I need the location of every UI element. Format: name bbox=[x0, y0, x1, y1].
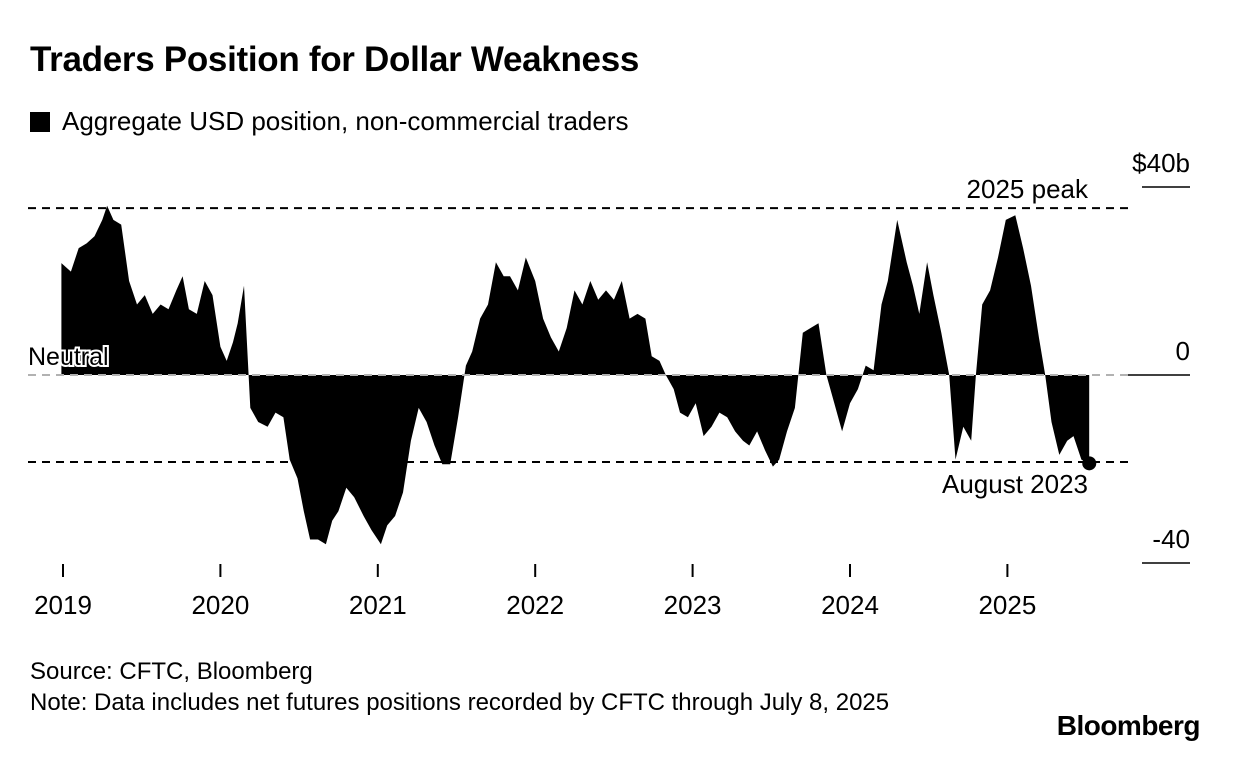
aug2023-label: August 2023 bbox=[942, 469, 1088, 499]
x-tick-label: 2025 bbox=[978, 590, 1036, 620]
peak-label: 2025 peak bbox=[967, 174, 1089, 204]
y-tick-label: $40b bbox=[1132, 148, 1190, 178]
axis-layer: $40b 0 -40 2019 2020 2021 2022 2023 2024 2025 bbox=[34, 148, 1190, 620]
legend-swatch bbox=[30, 111, 50, 132]
source-text: Source: CFTC, Bloomberg bbox=[30, 658, 313, 685]
x-tick-label: 2023 bbox=[664, 590, 722, 620]
legend-label: Aggregate USD position, non-commercial t… bbox=[62, 106, 629, 136]
x-tick-label: 2020 bbox=[191, 590, 249, 620]
footer: Source: CFTC, Bloomberg Note: Data inclu… bbox=[30, 656, 930, 718]
x-tick-label: 2024 bbox=[821, 590, 879, 620]
chart-area: $40b 0 -40 2019 2020 2021 2022 2023 2024 2025 202… bbox=[26, 148, 1190, 620]
x-tick-label: 2019 bbox=[34, 590, 92, 620]
bloomberg-logo: Bloomberg bbox=[1056, 710, 1201, 741]
note-text: Note: Data includes net futures position… bbox=[30, 689, 890, 716]
end-point-marker bbox=[1082, 456, 1097, 471]
x-tick-label: 2021 bbox=[349, 590, 407, 620]
labels-layer: 2025 peak August 2023 Neutral bbox=[26, 171, 1097, 502]
y-tick-label: -40 bbox=[1152, 524, 1190, 554]
chart-title: Traders Position for Dollar Weakness bbox=[30, 40, 640, 79]
neutral-label: Neutral bbox=[28, 343, 109, 371]
x-tick-label: 2022 bbox=[506, 590, 564, 620]
y-tick-label: 0 bbox=[1176, 336, 1190, 366]
reference-lines-layer bbox=[28, 207, 1190, 463]
legend: Aggregate USD position, non-commercial t… bbox=[30, 106, 628, 137]
